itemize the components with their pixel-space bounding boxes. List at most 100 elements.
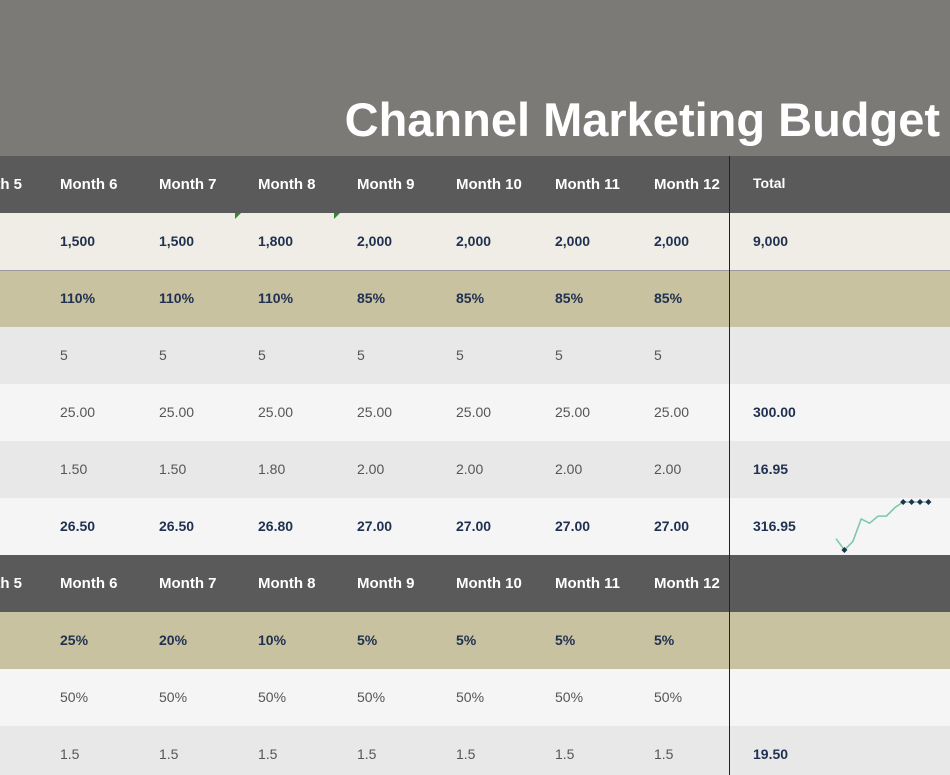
cell: 1.50 <box>159 461 187 477</box>
cell: 1.5 <box>456 746 476 762</box>
sheet-title: Channel Marketing Budget <box>344 93 940 146</box>
sparkline-marker <box>841 547 848 553</box>
table-row <box>0 270 950 327</box>
column-header: Month 12 <box>654 176 720 193</box>
header-row <box>0 555 950 612</box>
cell: 5 <box>159 347 167 363</box>
cell: 1.5 <box>258 746 278 762</box>
sparkline-marker <box>908 499 915 505</box>
column-header: Total <box>753 175 786 191</box>
column-header: Month 8 <box>258 575 316 592</box>
cell: 1,500 <box>60 233 96 249</box>
cell: 110% <box>258 290 294 306</box>
column-header: Month 5 <box>0 176 22 193</box>
cell: 27.00 <box>456 518 492 534</box>
cell: 5 <box>357 347 365 363</box>
cell: 50% <box>555 689 584 705</box>
cell: 10% <box>258 632 287 648</box>
cell: 25.00 <box>60 404 96 420</box>
cell: 5% <box>654 632 675 648</box>
cell: 26.50 <box>60 518 96 534</box>
column-header: Month 9 <box>357 176 415 193</box>
table-row <box>0 441 950 498</box>
cell: 27.00 <box>357 518 393 534</box>
cell: 5% <box>456 632 477 648</box>
column-header: Month 6 <box>60 176 118 193</box>
column-header: Month 11 <box>555 176 621 193</box>
cell: 1.5 <box>654 746 674 762</box>
table-row <box>0 612 950 669</box>
cell: 50% <box>456 689 485 705</box>
row-border <box>0 270 950 271</box>
cell: 2,000 <box>456 233 492 249</box>
table-row <box>0 213 950 270</box>
table-row <box>0 669 950 726</box>
cell: 85% <box>357 290 386 306</box>
column-header: Month 5 <box>0 575 22 592</box>
cell: 110% <box>159 290 195 306</box>
cell: 25.00 <box>456 404 492 420</box>
cell: 50% <box>357 689 386 705</box>
cell: 25.00 <box>555 404 591 420</box>
table-row <box>0 384 950 441</box>
cell: 5 <box>555 347 563 363</box>
cell: 5 <box>60 347 68 363</box>
cell: 27.00 <box>654 518 690 534</box>
cell: 110% <box>60 290 96 306</box>
cell: 50% <box>258 689 287 705</box>
cell: 25% <box>60 632 89 648</box>
cell: 2.00 <box>456 461 484 477</box>
cell: 27.00 <box>555 518 591 534</box>
column-header: Month 10 <box>456 176 522 193</box>
cell: 20% <box>159 632 188 648</box>
column-header: Month 12 <box>654 575 720 592</box>
sparkline-marker <box>917 499 923 505</box>
cell: 9,000 <box>753 233 789 249</box>
column-header: Month 7 <box>159 176 217 193</box>
header-row <box>0 156 950 213</box>
cell: 2.00 <box>555 461 583 477</box>
cell: 1.80 <box>258 461 286 477</box>
cell: 5 <box>258 347 266 363</box>
cell: 300.00 <box>753 404 796 420</box>
cell: 85% <box>654 290 683 306</box>
cell: 316.95 <box>753 518 796 534</box>
table-row <box>0 327 950 384</box>
sparkline <box>835 501 929 552</box>
cell: 1.50 <box>60 461 88 477</box>
cell: 1.5 <box>60 746 80 762</box>
cell: 5 <box>654 347 662 363</box>
cell: 50% <box>159 689 188 705</box>
cell: 5% <box>555 632 576 648</box>
cell: 2.00 <box>654 461 682 477</box>
column-divider <box>729 156 730 775</box>
cell: 26.50 <box>159 518 195 534</box>
table-row <box>0 498 950 555</box>
cell: 1,800 <box>258 233 294 249</box>
column-header: Month 8 <box>258 176 316 193</box>
cell: 5 <box>456 347 464 363</box>
column-header: Month 9 <box>357 575 415 592</box>
cell: 16.95 <box>753 461 789 477</box>
comment-indicator <box>334 213 340 219</box>
cell: 1.5 <box>555 746 575 762</box>
column-header: Month 7 <box>159 575 217 592</box>
cell: 2,000 <box>357 233 393 249</box>
cell: 2,000 <box>555 233 591 249</box>
column-header: Month 10 <box>456 575 522 592</box>
cell: 25.00 <box>159 404 195 420</box>
cell: 85% <box>456 290 485 306</box>
cell: 26.80 <box>258 518 294 534</box>
title-banner <box>0 0 950 156</box>
cell: 25.00 <box>258 404 294 420</box>
column-header: Month 6 <box>60 575 118 592</box>
cell: 25.00 <box>654 404 690 420</box>
cell: 1,500 <box>159 233 195 249</box>
column-header: Month 11 <box>555 575 621 592</box>
cell: 85% <box>555 290 584 306</box>
sparkline-marker <box>900 499 907 505</box>
comment-indicator <box>235 213 241 219</box>
cell: 1.5 <box>159 746 179 762</box>
